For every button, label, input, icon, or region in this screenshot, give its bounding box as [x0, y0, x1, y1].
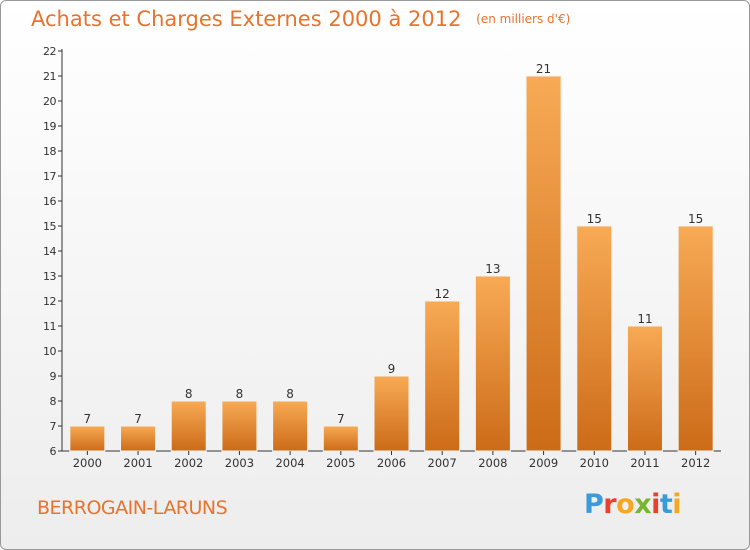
proxiti-logo: Proxiti	[584, 489, 682, 520]
logo-letter: t	[659, 489, 673, 520]
y-tick-label: 15	[43, 220, 56, 233]
data-label: 7	[84, 412, 92, 426]
bar	[221, 400, 258, 452]
chart-title-text: Achats et Charges Externes 2000 à 2012	[31, 7, 462, 31]
y-tick-label: 10	[43, 345, 56, 358]
x-tick-label: 2006	[377, 456, 406, 470]
logo-letter: x	[634, 489, 652, 520]
y-tick-label: 22	[43, 45, 56, 58]
bar	[120, 425, 157, 452]
chart-title: Achats et Charges Externes 2000 à 2012 (…	[31, 7, 570, 31]
bar	[322, 425, 359, 452]
y-tick-label: 18	[43, 145, 56, 158]
y-tick-label: 17	[43, 170, 56, 183]
y-tick-label: 9	[50, 370, 57, 383]
data-label: 13	[485, 262, 500, 276]
x-tick-label: 2009	[529, 456, 558, 470]
bar	[474, 275, 511, 452]
x-tick-label: 2004	[275, 456, 304, 470]
data-label: 8	[286, 387, 294, 401]
bar	[424, 300, 461, 452]
x-tick-label: 2003	[225, 456, 254, 470]
logo-letter: i	[672, 489, 682, 520]
logo-letter: r	[603, 489, 617, 520]
y-tick-label: 8	[50, 395, 57, 408]
data-label: 9	[388, 362, 396, 376]
data-label: 8	[236, 387, 244, 401]
data-label: 11	[637, 312, 652, 326]
data-label: 15	[688, 212, 703, 226]
x-tick-label: 2010	[580, 456, 609, 470]
data-label: 21	[536, 62, 551, 76]
y-tick-label: 6	[50, 445, 57, 458]
data-label: 7	[337, 412, 345, 426]
bar	[272, 400, 309, 452]
x-tick-label: 2012	[681, 456, 710, 470]
data-label: 7	[134, 412, 142, 426]
chart-subtitle: (en milliers d'€)	[476, 12, 571, 26]
x-tick-label: 2008	[478, 456, 507, 470]
y-tick-label: 20	[43, 95, 56, 108]
data-label: 12	[435, 287, 450, 301]
bar	[576, 225, 613, 452]
logo-letter: P	[584, 489, 604, 520]
data-label: 8	[185, 387, 193, 401]
y-tick-label: 14	[43, 245, 56, 258]
y-tick-label: 19	[43, 120, 56, 133]
x-tick-label: 2000	[73, 456, 102, 470]
logo-letter: o	[616, 489, 635, 520]
bar	[677, 225, 714, 452]
data-label: 15	[587, 212, 602, 226]
y-tick-label: 7	[50, 420, 57, 433]
bar	[373, 375, 410, 452]
bar	[69, 425, 106, 452]
commune-name: BERROGAIN-LARUNS	[37, 497, 228, 519]
y-tick-label: 16	[43, 195, 56, 208]
x-tick-label: 2001	[123, 456, 152, 470]
logo-letter: i	[651, 489, 660, 520]
bar	[626, 325, 663, 452]
x-tick-label: 2007	[428, 456, 457, 470]
bar	[170, 400, 207, 452]
bar	[525, 75, 562, 452]
y-tick-label: 21	[43, 70, 56, 83]
x-tick-label: 2005	[326, 456, 355, 470]
y-tick-label: 13	[43, 270, 56, 283]
y-tick-label: 12	[43, 295, 56, 308]
y-tick-label: 11	[43, 320, 56, 333]
x-tick-label: 2002	[174, 456, 203, 470]
x-tick-label: 2011	[630, 456, 659, 470]
